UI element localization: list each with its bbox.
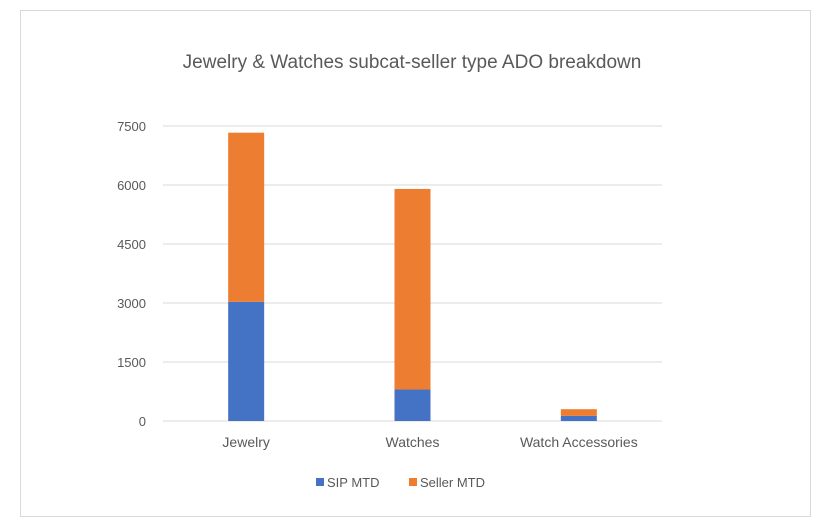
legend: SIP MTD Seller MTD	[316, 475, 485, 490]
y-tick-label: 3000	[117, 296, 146, 311]
y-axis-ticks: 0 1500 3000 4500 6000 7500	[117, 119, 146, 429]
bar-segment-seller-mtd	[394, 188, 431, 390]
y-tick-label: 6000	[117, 178, 146, 193]
x-axis-categories: Jewelry Watches Watch Accessories	[222, 434, 637, 450]
x-category-label: Watches	[386, 434, 440, 450]
bar-segment-seller-mtd	[560, 409, 597, 416]
y-tick-label: 4500	[117, 237, 146, 252]
y-tick-label: 0	[139, 414, 146, 429]
y-tick-label: 7500	[117, 119, 146, 134]
bar-segment-seller-mtd	[228, 132, 265, 302]
y-tick-label: 1500	[117, 355, 146, 370]
bar-segment-sip-mtd	[228, 301, 265, 421]
x-category-label: Watch Accessories	[520, 434, 638, 450]
x-category-label: Jewelry	[222, 434, 269, 450]
bar-segment-sip-mtd	[394, 389, 431, 421]
legend-label: Seller MTD	[420, 475, 485, 490]
chart-title: Jewelry & Watches subcat-seller type ADO…	[183, 52, 642, 73]
bars	[228, 132, 597, 421]
legend-swatch	[409, 478, 417, 486]
legend-swatch	[316, 478, 324, 486]
bar-segment-sip-mtd	[560, 415, 597, 421]
legend-label: SIP MTD	[327, 475, 380, 490]
